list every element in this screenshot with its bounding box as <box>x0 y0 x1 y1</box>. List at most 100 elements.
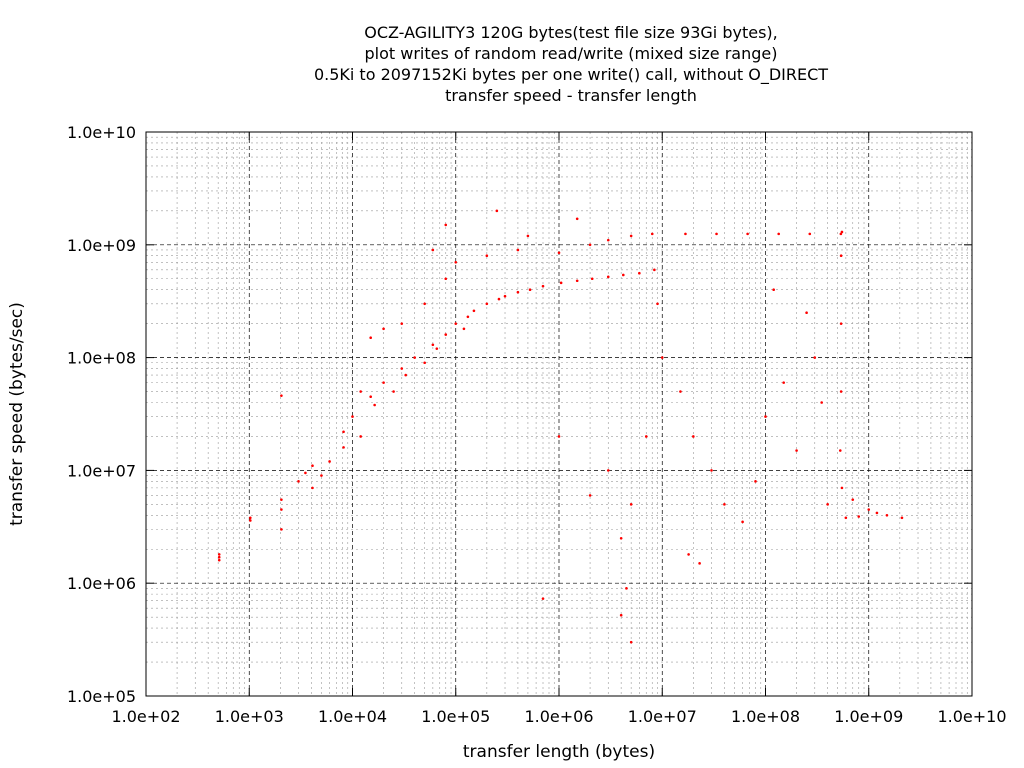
data-point <box>808 232 812 236</box>
data-point <box>900 516 904 520</box>
x-tick-label: 1.0e+03 <box>215 707 284 726</box>
data-point <box>249 516 252 520</box>
chart-title-line: transfer speed - transfer length <box>445 86 697 105</box>
data-point <box>813 356 817 359</box>
data-point <box>839 254 843 258</box>
data-point <box>820 401 823 404</box>
data-point <box>359 390 362 393</box>
data-point <box>629 503 633 506</box>
data-point <box>638 271 641 275</box>
data-point <box>382 381 385 384</box>
data-point <box>867 508 871 511</box>
chart-title-line: OCZ-AGILITY3 120G bytes(test file size 9… <box>364 23 778 42</box>
data-point <box>485 302 489 306</box>
data-point <box>444 223 448 227</box>
data-point <box>541 284 545 288</box>
data-point <box>839 390 843 393</box>
y-tick-label: 1.0e+08 <box>67 349 136 368</box>
data-point <box>629 234 633 238</box>
chart-title: OCZ-AGILITY3 120G bytes(test file size 9… <box>314 23 828 105</box>
x-tick-label: 1.0e+02 <box>111 707 180 726</box>
data-point <box>857 515 861 518</box>
data-point <box>764 415 767 418</box>
y-tick-label: 1.0e+10 <box>67 123 136 142</box>
data-point <box>875 511 879 515</box>
data-point <box>280 498 283 501</box>
data-point <box>650 232 654 236</box>
data-point <box>454 260 458 264</box>
data-point <box>684 232 687 236</box>
data-point <box>840 486 844 490</box>
data-point <box>644 435 648 438</box>
data-point <box>839 232 843 236</box>
data-point <box>495 209 499 213</box>
data-point <box>454 322 458 325</box>
y-tick-label: 1.0e+05 <box>67 687 136 706</box>
data-point <box>382 327 385 331</box>
data-point <box>503 294 507 298</box>
x-tick-label: 1.0e+05 <box>421 707 490 726</box>
data-point <box>444 277 448 281</box>
data-point <box>392 390 395 393</box>
data-point <box>217 558 221 562</box>
data-point <box>541 597 545 600</box>
y-tick-label: 1.0e+06 <box>67 574 136 593</box>
data-point <box>687 553 690 556</box>
data-point <box>621 273 625 277</box>
data-point <box>619 537 623 540</box>
data-point <box>839 322 843 325</box>
data-point <box>606 469 610 472</box>
data-point <box>369 395 372 399</box>
data-point <box>444 333 448 336</box>
data-point <box>838 449 842 452</box>
data-point <box>772 288 775 291</box>
data-point <box>710 469 713 472</box>
data-point <box>782 381 785 384</box>
data-point <box>844 516 848 520</box>
y-tick-label: 1.0e+09 <box>67 236 136 255</box>
data-point <box>304 471 307 475</box>
data-point <box>840 230 844 234</box>
data-point <box>400 322 404 325</box>
data-point <box>698 562 701 565</box>
data-point <box>342 430 345 434</box>
data-point <box>746 232 749 236</box>
data-point <box>625 587 628 590</box>
data-point <box>369 336 372 340</box>
data-point <box>485 254 489 258</box>
data-point <box>557 435 561 438</box>
data-point <box>280 508 283 511</box>
y-axis-label: transfer speed (bytes/sec) <box>7 302 27 526</box>
data-point <box>805 311 808 315</box>
data-point <box>311 486 314 490</box>
chart-title-line: 0.5Ki to 2097152Ki bytes per one write()… <box>314 65 828 85</box>
data-point <box>497 297 501 301</box>
data-point <box>619 613 623 617</box>
data-point <box>557 251 561 255</box>
x-axis-label: transfer length (bytes) <box>463 742 655 762</box>
data-point <box>249 519 252 522</box>
x-tick-label: 1.0e+07 <box>628 707 697 726</box>
data-point <box>715 232 718 236</box>
data-point <box>516 290 520 294</box>
data-point <box>328 460 331 463</box>
data-point <box>217 553 221 556</box>
data-point <box>462 327 466 331</box>
data-point <box>588 243 592 247</box>
data-point <box>885 513 889 517</box>
data-point <box>692 435 695 438</box>
data-point <box>404 373 408 377</box>
data-point <box>826 503 829 506</box>
x-tick-label: 1.0e+08 <box>731 707 800 726</box>
data-point <box>795 449 798 452</box>
data-point <box>588 494 592 497</box>
data-point <box>359 435 362 438</box>
data-point <box>851 498 855 501</box>
data-point <box>575 217 579 221</box>
data-points <box>217 209 904 644</box>
data-point <box>526 234 530 238</box>
grid <box>146 132 972 696</box>
data-point <box>431 343 435 347</box>
data-point <box>373 403 376 407</box>
y-tick-label: 1.0e+07 <box>67 461 136 480</box>
